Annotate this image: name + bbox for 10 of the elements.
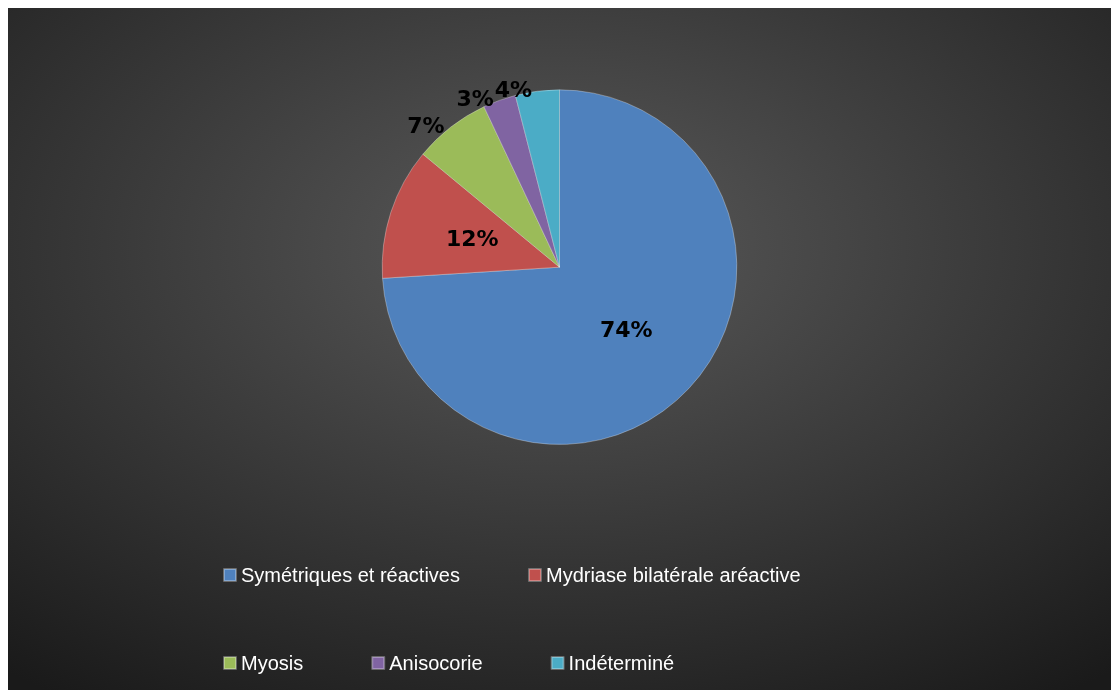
legend-label: Anisocorie: [389, 652, 483, 674]
legend-label: Indéterminé: [568, 652, 675, 674]
legend-label: Symétriques et réactives: [241, 564, 460, 586]
legend-label: Mydriase bilatérale aréactive: [545, 564, 801, 586]
data-label: 3%: [456, 85, 494, 111]
data-label: 7%: [407, 112, 445, 138]
data-label: 74%: [599, 317, 653, 343]
data-label: 4%: [494, 76, 533, 102]
data-label: 12%: [445, 226, 499, 252]
legend-label: Myosis: [241, 652, 304, 674]
